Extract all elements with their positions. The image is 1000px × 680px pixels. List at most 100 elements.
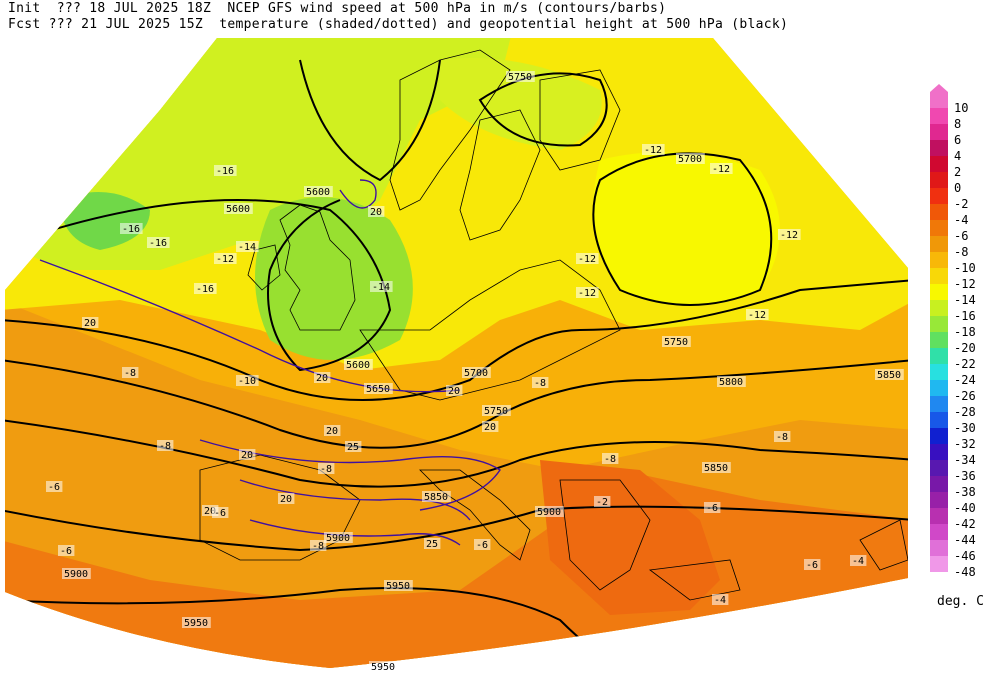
colorbar-label: -48 [954, 565, 976, 579]
temperature-label-bg [58, 545, 75, 556]
height-label-bg [535, 506, 564, 517]
temperature-label-bg [576, 287, 599, 298]
colorbar-swatch [930, 492, 948, 508]
wind-contour-20-d [339, 179, 377, 209]
coast-levant [859, 519, 908, 571]
colorbar-label: -42 [954, 517, 976, 531]
colorbar-label: -20 [954, 341, 976, 355]
colorbar-label: -28 [954, 405, 976, 419]
temperature-label-bg [214, 165, 237, 176]
temperature-label-bg [474, 539, 491, 550]
height-label-bg [717, 376, 746, 387]
temperature-label-bg [850, 555, 867, 566]
temperature-label: -8 [604, 454, 616, 465]
colorbar-swatch [930, 524, 948, 540]
wind-label-bg [239, 449, 256, 460]
height-contour-5600 [19, 199, 392, 372]
temperature-label-bg [602, 453, 619, 464]
temperature-label: -12 [578, 254, 596, 265]
height-label: 5950 [371, 662, 395, 673]
wind-label: 20 [316, 373, 328, 384]
colorbar-swatch [930, 332, 948, 348]
temperature-label: -12 [780, 230, 798, 241]
temperature-label: -2 [596, 497, 608, 508]
colorbar-label: -26 [954, 389, 976, 403]
colorbar-label: -34 [954, 453, 976, 467]
height-label: 5600 [346, 360, 370, 371]
height-label: 5750 [484, 406, 508, 417]
colorbar-label: 6 [954, 133, 962, 147]
temperature-label-bg [147, 237, 170, 248]
colorbar-label: -12 [954, 277, 976, 291]
colorbar-swatch [930, 556, 948, 572]
wind-label: 20 [326, 426, 338, 437]
height-label: 5600 [306, 187, 330, 198]
temperature-label: -16 [196, 284, 214, 295]
colorbar-label: 8 [954, 117, 962, 131]
height-label-bg [506, 71, 535, 82]
temp-fill-low-east [593, 152, 780, 305]
colorbar-swatch [930, 172, 948, 188]
temperature-label-bg [712, 594, 729, 605]
height-label: 5800 [719, 377, 743, 388]
wind-contour-20-c [249, 519, 461, 546]
height-label-bg [62, 568, 91, 579]
temperature-label: -16 [216, 166, 234, 177]
temperature-label-bg [157, 440, 174, 451]
wind-labels: 20 20 20 20 25 20 20 20 25 20 20 [82, 206, 499, 550]
header-line-forecast: Fcst ??? 21 JUL 2025 15Z temperature (sh… [8, 17, 789, 32]
height-label: 5750 [508, 72, 532, 83]
temperature-label-bg [120, 223, 143, 234]
colorbar-swatch [930, 508, 948, 524]
height-contour-5750-north [478, 72, 608, 147]
temperature-label: -4 [714, 595, 726, 606]
colorbar-label: 2 [954, 165, 962, 179]
wind-contour-20-b [199, 439, 501, 511]
header-line-init: Init ??? 18 JUL 2025 18Z NCEP GFS wind s… [8, 1, 667, 16]
height-label-bg [369, 661, 398, 672]
height-label: 5850 [424, 492, 448, 503]
temp-fill-atlantic-green [60, 192, 150, 250]
temperature-label-bg [704, 502, 721, 513]
temp-fill-greece [540, 460, 720, 615]
temperature-label: -8 [320, 464, 332, 475]
colorbar-label: -16 [954, 309, 976, 323]
height-label-bg [702, 462, 731, 473]
temperature-label: -6 [48, 482, 60, 493]
weather-map: 5750 5700 5600 5600 5600 5650 5700 5750 5750 5800… [5, 38, 908, 673]
temperature-label: -4 [852, 556, 864, 567]
wind-label-bg [82, 317, 99, 328]
wind-label: 20 [241, 450, 253, 461]
colorbar-swatch [930, 476, 948, 492]
height-label-bg [875, 369, 904, 380]
temperature-label-bg [642, 144, 665, 155]
wind-label-bg [368, 206, 385, 217]
coast-norway [389, 49, 511, 211]
colorbar-label: -8 [954, 245, 969, 259]
colorbar-swatch [930, 140, 948, 156]
temperature-label: -6 [476, 540, 488, 551]
colorbar-label: -24 [954, 373, 976, 387]
wind-label: 20 [84, 318, 96, 329]
height-label-bg [482, 405, 511, 416]
colorbar-swatch [930, 108, 948, 124]
colorbar-swatch [930, 236, 948, 252]
coast-sweden [459, 109, 541, 241]
temperature-label-bg [804, 559, 821, 570]
temperature-label: -8 [312, 541, 324, 552]
height-label-bg [224, 203, 253, 214]
height-label: 5750 [664, 337, 688, 348]
colorbar-label: -10 [954, 261, 976, 275]
temperature-label: -6 [60, 546, 72, 557]
height-label: 5600 [226, 204, 250, 215]
temperature-label-bg [46, 481, 63, 492]
colorbar-swatch [930, 540, 948, 556]
wind-label-bg [314, 372, 331, 383]
coast-finland [539, 69, 621, 171]
wind-label-bg [324, 425, 341, 436]
height-label: 5950 [386, 581, 410, 592]
wind-label-bg [424, 538, 441, 549]
temperature-label-bg [746, 309, 769, 320]
colorbar-swatch [930, 300, 948, 316]
colorbar-label: -36 [954, 469, 976, 483]
